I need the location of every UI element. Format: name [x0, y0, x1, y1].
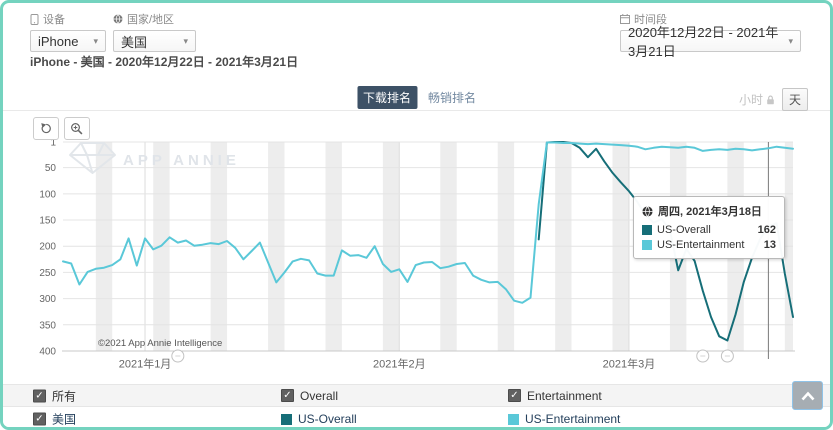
tooltip-swatch-overall — [642, 225, 652, 235]
legend-label-overall: Overall — [300, 388, 339, 403]
caret-down-icon: ▾ — [788, 35, 793, 46]
checkbox-entertainment[interactable]: ✓ — [508, 389, 521, 402]
x-axis-tick-label: 2021年2月 — [373, 357, 426, 371]
undo-icon — [41, 123, 51, 134]
y-axis-tick-label: 300 — [39, 294, 56, 305]
y-axis-tick-label: 350 — [39, 320, 56, 331]
watermark-text: APP ANNIE — [123, 152, 240, 169]
diamond-logo-icon — [69, 142, 116, 174]
period-control: 时间段 2020年12月22日 - 2021年3月21日 ▾ — [620, 11, 801, 59]
magnifier-plus-icon — [71, 122, 83, 134]
app-annie-watermark: APP ANNIE — [69, 142, 240, 174]
y-axis-tick-label: 250 — [39, 268, 56, 279]
country-control: 国家/地区 美国 ▾ — [113, 11, 196, 52]
series-swatch-us-entertainment — [508, 413, 519, 425]
device-icon — [30, 13, 39, 25]
tooltip-row-entertainment: US-Entertainment 13 — [642, 239, 776, 251]
globe-icon — [113, 14, 123, 24]
tooltip-header: 周四, 2021年3月18日 — [642, 203, 776, 219]
legend-series-row: ✓ 美国 US-Overall US-Entertainment — [3, 407, 830, 428]
device-value: iPhone — [38, 33, 79, 49]
checkbox-country-us[interactable]: ✓ — [33, 412, 46, 426]
lock-icon — [767, 95, 774, 104]
legend-item-country: ✓ 美国 — [33, 411, 76, 428]
period-label: 时间段 — [620, 11, 801, 27]
legend-label-us-overall: US-Overall — [298, 412, 357, 426]
country-label-text: 国家/地区 — [127, 14, 175, 26]
granularity-hour-disabled: 小时 — [739, 91, 775, 108]
legend-category-row: ✓ 所有 ✓ Overall ✓ Entertainment — [3, 384, 830, 407]
device-control: 设备 iPhone ▾ — [30, 11, 106, 52]
granularity-day-button[interactable]: 天 — [781, 88, 808, 111]
legend-label-entertainment: Entertainment — [527, 388, 602, 403]
rank-tabs: 下载排名 畅销排名 — [356, 86, 482, 109]
tooltip-row-overall: US-Overall 162 — [642, 224, 776, 236]
granularity-hour-label: 小时 — [738, 93, 763, 107]
legend-label-all: 所有 — [52, 389, 77, 403]
granularity-switch: 小时 天 — [739, 88, 808, 111]
period-select[interactable]: 2020年12月22日 - 2021年3月21日 ▾ — [620, 25, 801, 59]
period-value: 2020年12月22日 - 2021年3月21日 — [628, 25, 779, 59]
back-to-top-button[interactable] — [792, 381, 823, 410]
legend-label-country: 美国 — [52, 412, 77, 427]
device-label-text: 设备 — [43, 14, 65, 26]
chart-zoom-controls — [33, 117, 90, 140]
chevron-up-icon — [801, 391, 814, 400]
y-axis-tick-label: 1 — [50, 138, 56, 149]
series-swatch-us-overall — [281, 413, 292, 425]
device-label: 设备 — [30, 11, 106, 27]
y-axis-tick-label: 400 — [39, 347, 56, 358]
tab-grossing-rank[interactable]: 畅销排名 — [428, 91, 477, 105]
tooltip-series-label: US-Overall — [657, 224, 711, 236]
legend-label-us-entertainment: US-Entertainment — [525, 412, 621, 426]
tooltip-series-value: 162 — [757, 224, 776, 236]
tab-bar: 下载排名 畅销排名 小时 天 — [3, 85, 830, 111]
y-axis-tick-label: 100 — [39, 189, 56, 200]
rank-chart-area: 1 50 100 150 200 250 300 350 400 APP ANNIE ©2021 A… — [3, 113, 833, 384]
globe-icon — [642, 205, 653, 217]
caret-down-icon: ▾ — [183, 35, 188, 46]
chart-tooltip: 周四, 2021年3月18日 US-Overall 162 US-Enterta… — [633, 196, 785, 259]
legend-table: ✓ 所有 ✓ Overall ✓ Entertainment ✓ 美国 US-O… — [3, 384, 830, 428]
country-select[interactable]: 美国 ▾ — [113, 30, 196, 52]
page-title: iPhone - 美国 - 2020年12月22日 - 2021年3月21日 — [30, 55, 299, 69]
y-axis-tick-label: 150 — [39, 216, 56, 227]
copyright-text: ©2021 App Annie Intelligence — [98, 338, 222, 349]
x-axis-tick-label: 2021年3月 — [603, 357, 656, 371]
legend-item-entertainment: ✓ Entertainment — [508, 389, 602, 403]
y-axis-tick-label: 200 — [39, 242, 56, 253]
checkbox-all[interactable]: ✓ — [33, 389, 46, 402]
y-axis-tick-label: 50 — [45, 163, 57, 174]
x-axis-tick-label: 2021年1月 — [119, 357, 172, 371]
series-line-us-entertainment[interactable] — [62, 141, 794, 304]
legend-item-us-entertainment[interactable]: US-Entertainment — [508, 412, 620, 426]
checkbox-overall[interactable]: ✓ — [281, 389, 294, 402]
legend-item-all: ✓ 所有 — [33, 387, 76, 404]
tooltip-date: 周四, 2021年3月18日 — [658, 206, 762, 218]
tooltip-series-value: 13 — [763, 239, 776, 251]
tooltip-swatch-entertainment — [642, 240, 652, 250]
caret-down-icon: ▾ — [93, 35, 98, 46]
legend-item-overall: ✓ Overall — [281, 389, 338, 403]
tab-download-rank[interactable]: 下载排名 — [356, 86, 417, 109]
country-value: 美国 — [121, 34, 148, 50]
country-label: 国家/地区 — [113, 11, 196, 27]
device-select[interactable]: iPhone ▾ — [30, 30, 106, 52]
chart-zoom-in-button[interactable] — [64, 117, 90, 140]
chart-reset-button[interactable] — [33, 117, 59, 140]
tooltip-series-label: US-Entertainment — [657, 239, 745, 251]
period-label-text: 时间段 — [634, 14, 667, 26]
calendar-icon — [620, 14, 630, 24]
legend-item-us-overall[interactable]: US-Overall — [281, 412, 357, 426]
